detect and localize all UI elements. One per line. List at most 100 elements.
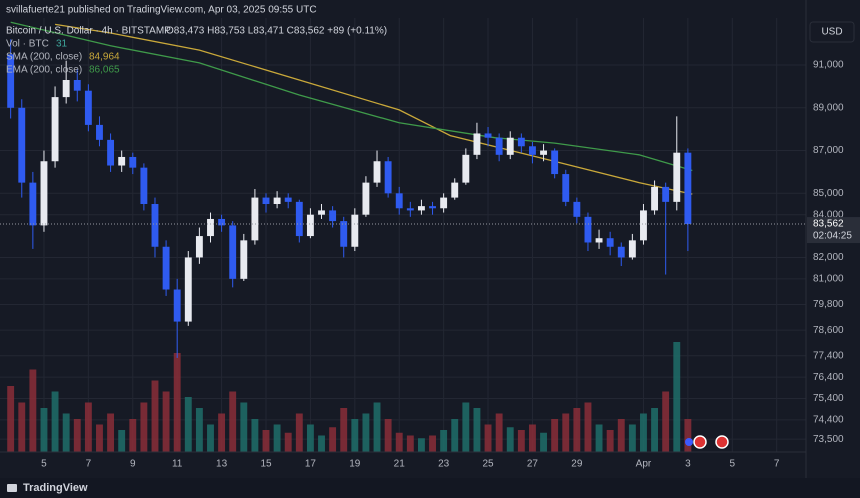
ohlc: O83,473 H83,753 L83,471 C83,562 +89 (+0.… bbox=[166, 26, 387, 37]
candle-body bbox=[429, 206, 436, 209]
volume-bar bbox=[62, 413, 70, 452]
y-tick-label: 87,000 bbox=[813, 145, 844, 156]
volume-bar bbox=[517, 430, 525, 452]
ema-name: EMA (200, close) bbox=[6, 65, 82, 76]
currency-box[interactable] bbox=[809, 21, 855, 43]
candle-body bbox=[362, 182, 370, 215]
sma-name: SMA (200, close) bbox=[6, 52, 82, 63]
volume-bar bbox=[340, 408, 348, 452]
candle-body bbox=[662, 186, 670, 202]
volume-bar bbox=[173, 353, 181, 452]
volume-bar bbox=[606, 430, 614, 452]
event-marker[interactable] bbox=[685, 438, 693, 446]
volume-bar bbox=[451, 419, 459, 452]
ema-line bbox=[10, 21, 693, 172]
volume-bar bbox=[351, 419, 359, 452]
candle-body bbox=[29, 182, 37, 226]
grid bbox=[0, 18, 806, 452]
volume-bar bbox=[7, 386, 15, 452]
candle-body bbox=[462, 154, 470, 183]
volume-value: 31 bbox=[56, 39, 68, 50]
y-tick-label: 81,000 bbox=[813, 273, 844, 284]
volume-bar bbox=[429, 435, 436, 452]
currency[interactable]: USD bbox=[821, 27, 842, 38]
volume-bar bbox=[617, 419, 625, 452]
x-tick-label: 27 bbox=[527, 459, 539, 470]
volume-bar bbox=[273, 424, 281, 452]
x-tick-label: 3 bbox=[685, 459, 691, 470]
y-tick-label: 73,500 bbox=[813, 434, 844, 445]
volume-bar bbox=[406, 435, 414, 452]
volume-bar bbox=[506, 427, 514, 452]
candle-body bbox=[473, 133, 481, 155]
candle-body bbox=[84, 90, 92, 125]
volume-bar bbox=[18, 402, 26, 452]
sma-line bbox=[55, 23, 693, 195]
volume-bar bbox=[306, 424, 314, 452]
candle-body bbox=[351, 214, 359, 247]
candle-body bbox=[107, 139, 115, 166]
volume-bar bbox=[140, 402, 148, 452]
x-tick-label: 19 bbox=[349, 459, 361, 470]
volume-bar bbox=[195, 408, 203, 452]
candle-body bbox=[384, 161, 392, 194]
footer-logo bbox=[7, 484, 17, 492]
volume-bar bbox=[362, 413, 370, 452]
candle-body bbox=[640, 210, 647, 241]
candle-body bbox=[96, 124, 103, 140]
candle-body bbox=[62, 80, 70, 98]
candle-body bbox=[606, 238, 614, 247]
candle-body bbox=[451, 182, 459, 198]
candle-body bbox=[284, 197, 292, 202]
candle-body bbox=[684, 152, 692, 225]
event-flag[interactable] bbox=[693, 435, 707, 449]
volume-bar bbox=[673, 342, 681, 452]
candle-body bbox=[417, 206, 425, 211]
candle-body bbox=[51, 97, 59, 162]
candle-body bbox=[406, 208, 414, 211]
candle-body bbox=[184, 257, 192, 322]
volume-bar bbox=[628, 424, 636, 452]
volume-bar bbox=[462, 402, 470, 452]
x-tick-label: 17 bbox=[305, 459, 317, 470]
volume-bar bbox=[129, 419, 137, 452]
candle-body bbox=[18, 107, 26, 183]
volume-bar bbox=[395, 432, 403, 452]
candle-body bbox=[306, 214, 314, 237]
candle-body bbox=[207, 218, 214, 237]
y-tick-label: 82,000 bbox=[813, 252, 844, 263]
event-flag[interactable] bbox=[715, 435, 729, 449]
volume-bar bbox=[118, 430, 126, 452]
countdown: 02:04:25 bbox=[813, 231, 852, 242]
volume-bar bbox=[417, 438, 425, 452]
x-tick-label: 13 bbox=[216, 459, 228, 470]
volume-bar bbox=[529, 424, 536, 452]
candle-body bbox=[495, 137, 503, 155]
candle-layer bbox=[7, 39, 692, 358]
volume-bar bbox=[295, 413, 303, 452]
volume-bar bbox=[218, 413, 226, 452]
volume-bar bbox=[651, 408, 659, 452]
volume-bar bbox=[318, 435, 325, 452]
volume-bar bbox=[107, 413, 115, 452]
x-tick-label: 5 bbox=[730, 459, 736, 470]
volume-bar bbox=[151, 380, 159, 452]
volume-bar bbox=[262, 430, 270, 452]
candle-body bbox=[584, 216, 592, 243]
candle-body bbox=[373, 161, 381, 183]
candle-body bbox=[262, 197, 270, 204]
volume-bar bbox=[40, 408, 48, 452]
candle-body bbox=[673, 152, 681, 202]
volume-bar bbox=[595, 424, 603, 452]
volume-bar bbox=[162, 391, 170, 452]
candle-body bbox=[118, 156, 126, 166]
x-tick-label: 23 bbox=[438, 459, 450, 470]
volume-bar bbox=[29, 369, 37, 452]
symbol: Bitcoin / U.S. Dollar · 4h · BITSTAMP bbox=[6, 26, 171, 37]
volume-bar bbox=[640, 413, 647, 452]
candle-body bbox=[551, 150, 559, 175]
volume-bar bbox=[662, 391, 670, 452]
x-tick-label: 9 bbox=[130, 459, 136, 470]
